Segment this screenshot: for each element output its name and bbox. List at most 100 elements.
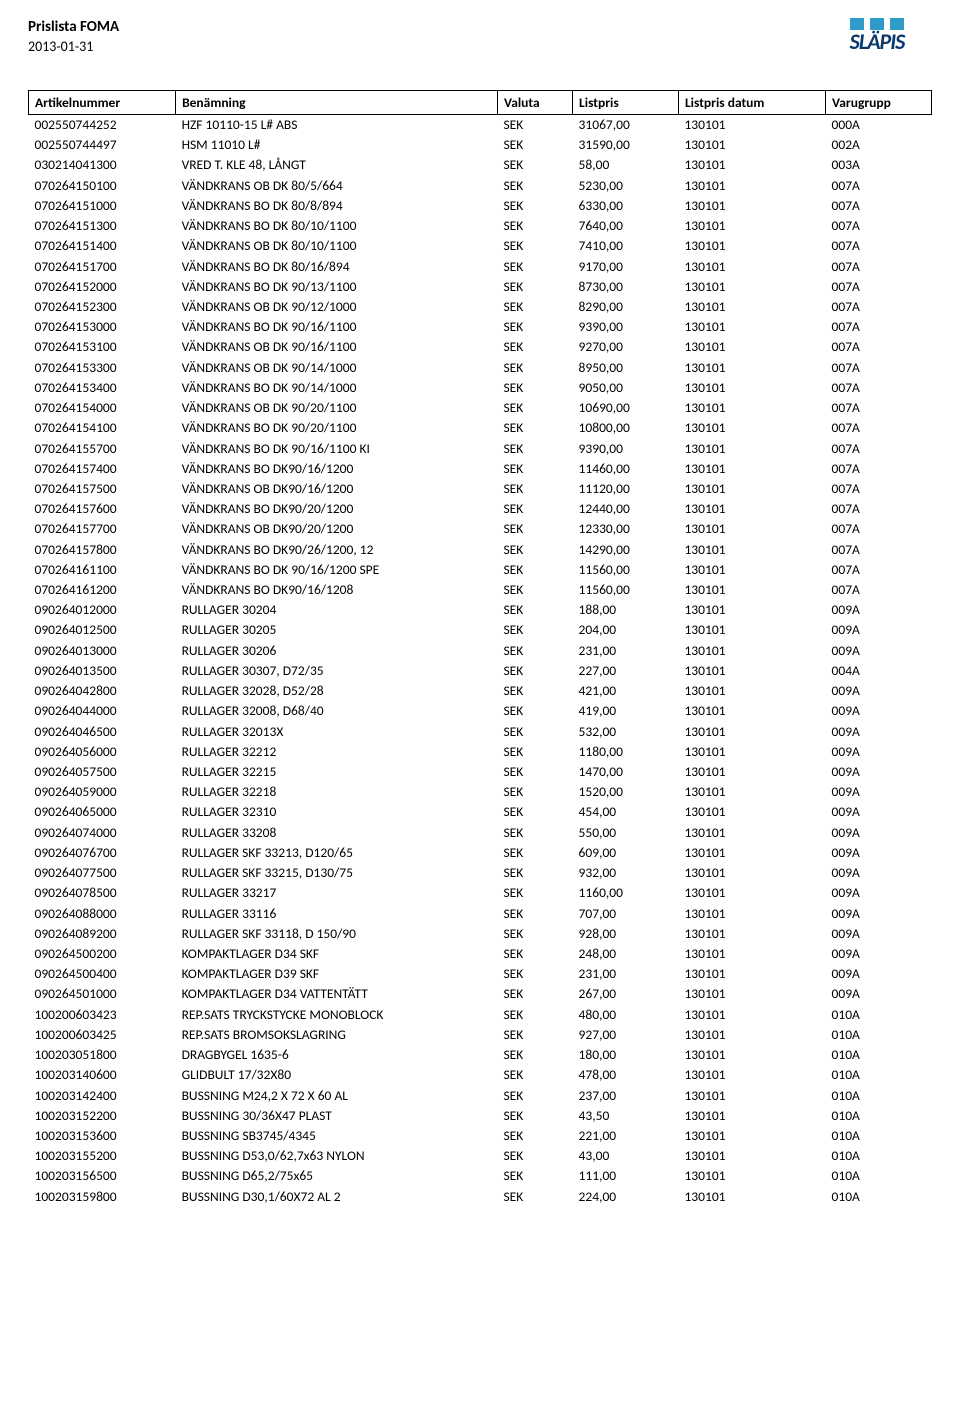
table-row: 070264151300VÄNDKRANS BO DK 80/10/1100SE… xyxy=(29,216,932,236)
cell-currency: SEK xyxy=(497,742,572,762)
cell-group: 007A xyxy=(826,418,932,438)
cell-article: 090264012000 xyxy=(29,600,176,620)
cell-article: 100203140600 xyxy=(29,1065,176,1085)
cell-name: VÄNDKRANS OB DK90/20/1200 xyxy=(176,519,498,539)
cell-price: 1160,00 xyxy=(573,883,679,903)
title-block: Prislista FOMA 2013-01-31 xyxy=(28,18,119,56)
cell-article: 090264078500 xyxy=(29,883,176,903)
cell-name: RULLAGER 33217 xyxy=(176,883,498,903)
cell-article: 090264057500 xyxy=(29,762,176,782)
table-row: 070264154100VÄNDKRANS BO DK 90/20/1100SE… xyxy=(29,418,932,438)
cell-currency: SEK xyxy=(497,924,572,944)
cell-price: 1470,00 xyxy=(573,762,679,782)
cell-date: 130101 xyxy=(678,418,825,438)
table-row: 090264042800RULLAGER 32028, D52/28SEK421… xyxy=(29,681,932,701)
cell-date: 130101 xyxy=(678,600,825,620)
cell-date: 130101 xyxy=(678,176,825,196)
cell-currency: SEK xyxy=(497,337,572,357)
cell-currency: SEK xyxy=(497,641,572,661)
cell-price: 10800,00 xyxy=(573,418,679,438)
cell-name: BUSSNING 30/36X47 PLAST xyxy=(176,1106,498,1126)
cell-price: 14290,00 xyxy=(573,540,679,560)
cell-article: 002550744497 xyxy=(29,135,176,155)
cell-name: KOMPAKTLAGER D34 SKF xyxy=(176,944,498,964)
cell-price: 609,00 xyxy=(573,843,679,863)
cell-group: 004A xyxy=(826,661,932,681)
cell-name: RULLAGER 30307, D72/35 xyxy=(176,661,498,681)
cell-date: 130101 xyxy=(678,742,825,762)
cell-date: 130101 xyxy=(678,1025,825,1045)
cell-price: 43,00 xyxy=(573,1146,679,1166)
cell-currency: SEK xyxy=(497,135,572,155)
cell-name: VÄNDKRANS BO DK 90/16/1100 KI xyxy=(176,439,498,459)
cell-group: 009A xyxy=(826,742,932,762)
cell-article: 070264151400 xyxy=(29,236,176,256)
cell-date: 130101 xyxy=(678,964,825,984)
table-row: 100203140600GLIDBULT 17/32X80SEK478,0013… xyxy=(29,1065,932,1085)
cell-group: 007A xyxy=(826,479,932,499)
price-table: Artikelnummer Benämning Valuta Listpris … xyxy=(28,90,932,1207)
cell-price: 12330,00 xyxy=(573,519,679,539)
col-header-group: Varugrupp xyxy=(826,91,932,115)
cell-article: 070264151000 xyxy=(29,196,176,216)
cell-name: VÄNDKRANS OB DK 80/10/1100 xyxy=(176,236,498,256)
cell-group: 009A xyxy=(826,904,932,924)
cell-currency: SEK xyxy=(497,1005,572,1025)
cell-price: 9050,00 xyxy=(573,378,679,398)
cell-article: 090264013500 xyxy=(29,661,176,681)
cell-price: 9170,00 xyxy=(573,257,679,277)
cell-date: 130101 xyxy=(678,1187,825,1207)
cell-name: VÄNDKRANS BO DK 90/13/1100 xyxy=(176,277,498,297)
cell-group: 010A xyxy=(826,1065,932,1085)
table-row: 100203051800DRAGBYGEL 1635-6SEK180,00130… xyxy=(29,1045,932,1065)
cell-currency: SEK xyxy=(497,358,572,378)
cell-name: RULLAGER SKF 33213, D120/65 xyxy=(176,843,498,863)
cell-name: RULLAGER 30206 xyxy=(176,641,498,661)
cell-price: 11460,00 xyxy=(573,459,679,479)
cell-currency: SEK xyxy=(497,1106,572,1126)
cell-name: VÄNDKRANS BO DK 90/16/1100 xyxy=(176,317,498,337)
table-row: 070264153100VÄNDKRANS OB DK 90/16/1100SE… xyxy=(29,337,932,357)
cell-date: 130101 xyxy=(678,863,825,883)
cell-group: 009A xyxy=(826,701,932,721)
cell-date: 130101 xyxy=(678,115,825,136)
cell-group: 009A xyxy=(826,641,932,661)
cell-date: 130101 xyxy=(678,883,825,903)
cell-name: VÄNDKRANS BO DK 90/14/1000 xyxy=(176,378,498,398)
cell-group: 000A xyxy=(826,115,932,136)
cell-price: 231,00 xyxy=(573,964,679,984)
cell-currency: SEK xyxy=(497,904,572,924)
cell-article: 090264088000 xyxy=(29,904,176,924)
cell-price: 9270,00 xyxy=(573,337,679,357)
cell-price: 221,00 xyxy=(573,1126,679,1146)
cell-article: 090264059000 xyxy=(29,782,176,802)
cell-currency: SEK xyxy=(497,1045,572,1065)
cell-price: 1180,00 xyxy=(573,742,679,762)
table-row: 100203155200BUSSNING D53,0/62,7x63 NYLON… xyxy=(29,1146,932,1166)
cell-article: 100203152200 xyxy=(29,1106,176,1126)
cell-group: 010A xyxy=(826,1146,932,1166)
cell-name: BUSSNING D53,0/62,7x63 NYLON xyxy=(176,1146,498,1166)
cell-currency: SEK xyxy=(497,600,572,620)
cell-name: BUSSNING D65,2/75x65 xyxy=(176,1166,498,1186)
cell-group: 007A xyxy=(826,580,932,600)
cell-date: 130101 xyxy=(678,439,825,459)
col-header-price: Listpris xyxy=(573,91,679,115)
cell-name: VÄNDKRANS BO DK90/16/1208 xyxy=(176,580,498,600)
cell-currency: SEK xyxy=(497,964,572,984)
cell-price: 7640,00 xyxy=(573,216,679,236)
cell-name: VÄNDKRANS BO DK 90/16/1200 SPE xyxy=(176,560,498,580)
cell-name: RULLAGER 32218 xyxy=(176,782,498,802)
cell-currency: SEK xyxy=(497,1166,572,1186)
cell-article: 070264154000 xyxy=(29,398,176,418)
cell-currency: SEK xyxy=(497,540,572,560)
cell-date: 130101 xyxy=(678,1065,825,1085)
table-row: 100203142400BUSSNING M24,2 X 72 X 60 ALS… xyxy=(29,1086,932,1106)
cell-date: 130101 xyxy=(678,904,825,924)
table-row: 090264088000RULLAGER 33116SEK707,0013010… xyxy=(29,904,932,924)
cell-price: 111,00 xyxy=(573,1166,679,1186)
cell-name: KOMPAKTLAGER D39 SKF xyxy=(176,964,498,984)
cell-article: 090264074000 xyxy=(29,823,176,843)
cell-group: 007A xyxy=(826,257,932,277)
table-row: 090264501000KOMPAKTLAGER D34 VATTENTÄTTS… xyxy=(29,984,932,1004)
